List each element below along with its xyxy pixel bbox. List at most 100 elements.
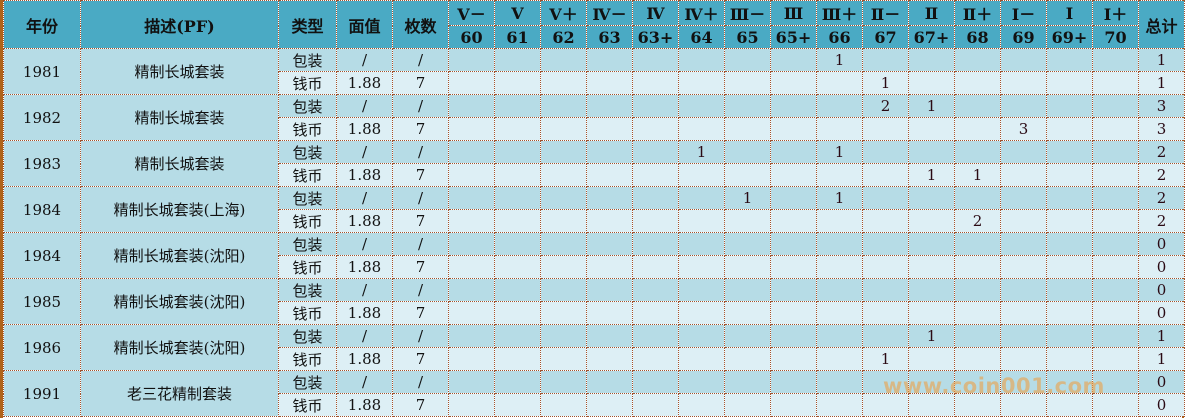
grade-cell <box>954 117 1001 141</box>
face-value-cell: 1.88 <box>336 347 393 371</box>
grade-cell <box>678 370 725 394</box>
grade-cell <box>724 232 771 256</box>
grade-cell <box>770 48 817 72</box>
grade-cell <box>494 94 541 118</box>
header-grade-roman: Ⅱ <box>908 0 955 26</box>
grade-cell <box>1046 71 1093 95</box>
grade-cell <box>1046 370 1093 394</box>
grade-cell: 1 <box>816 48 863 72</box>
grade-cell <box>540 301 587 325</box>
grade-cell <box>540 117 587 141</box>
grade-cell <box>724 278 771 302</box>
grade-cell <box>494 71 541 95</box>
grade-cell <box>448 186 495 210</box>
grade-cell <box>448 255 495 279</box>
count-cell: / <box>392 94 449 118</box>
grade-cell <box>862 393 909 417</box>
grade-cell <box>586 209 633 233</box>
grade-cell <box>954 370 1001 394</box>
description-cell: 精制长城套装(沈阳) <box>80 278 279 325</box>
total-cell: 0 <box>1138 370 1185 394</box>
face-value-cell: / <box>336 232 393 256</box>
grade-cell <box>586 186 633 210</box>
grade-cell <box>678 255 725 279</box>
grade-cell: 1 <box>724 186 771 210</box>
header-grade-roman: Ⅰ <box>1046 0 1093 26</box>
header-grade-score: 64 <box>678 25 725 49</box>
grade-cell <box>770 232 817 256</box>
table-row-coin: 钱币 1.88 7 1 1 <box>4 347 1185 371</box>
grade-cell <box>494 347 541 371</box>
grade-cell <box>1000 278 1047 302</box>
grade-cell: 1 <box>816 186 863 210</box>
table-row-pack: 1985 精制长城套装(沈阳) 包装 //0 <box>3 278 1185 325</box>
grade-cell <box>954 255 1001 279</box>
grade-cell <box>632 117 679 141</box>
year-cell: 1983 <box>3 140 81 187</box>
description-cell: 精制长城套装 <box>80 48 279 95</box>
grade-cell <box>1000 140 1047 164</box>
grade-cell <box>770 117 817 141</box>
total-cell: 0 <box>1138 232 1185 256</box>
description-cell: 精制长城套装(沈阳) <box>80 232 279 279</box>
header-grade-roman: Ⅳ＋ <box>678 0 725 26</box>
table-row-coin: 钱币 1.88 7 0 <box>4 255 1185 279</box>
description-cell: 精制长城套装(沈阳) <box>80 324 279 371</box>
header-year: 年份 <box>3 0 81 49</box>
type-cell: 钱币 <box>278 163 337 187</box>
grade-cell <box>540 324 587 348</box>
grade-cell <box>862 209 909 233</box>
grade-cell <box>816 232 863 256</box>
total-cell: 3 <box>1138 94 1185 118</box>
type-cell: 包装 <box>278 48 337 72</box>
grade-cell <box>908 117 955 141</box>
header-grade-score: 62 <box>540 25 587 49</box>
face-value-cell: / <box>336 278 393 302</box>
grade-cell <box>678 278 725 302</box>
table-row-coin: 钱币 1.88 7 1 1 2 <box>4 163 1185 187</box>
grade-cell <box>448 71 495 95</box>
count-cell: 7 <box>392 393 449 417</box>
grade-cell <box>586 71 633 95</box>
grade-cell <box>816 209 863 233</box>
year-cell: 1985 <box>3 278 81 325</box>
grade-cell <box>954 94 1001 118</box>
grade-cell <box>1000 232 1047 256</box>
table-row-coin: 钱币 1.88 7 1 1 <box>4 71 1185 95</box>
grade-cell <box>632 232 679 256</box>
grade-cell <box>1092 393 1139 417</box>
grade-cell <box>908 48 955 72</box>
count-cell: 7 <box>392 117 449 141</box>
grade-cell <box>1000 324 1047 348</box>
year-cell: 1984 <box>3 232 81 279</box>
header-count: 枚数 <box>392 0 449 49</box>
grade-cell <box>448 48 495 72</box>
header-grade-roman: Ⅲ＋ <box>816 0 863 26</box>
header-grade-score: 60 <box>448 25 495 49</box>
face-value-cell: 1.88 <box>336 163 393 187</box>
grade-cell <box>494 186 541 210</box>
face-value-cell: 1.88 <box>336 71 393 95</box>
grade-cell <box>678 163 725 187</box>
grade-cell <box>816 94 863 118</box>
grade-cell <box>540 232 587 256</box>
grade-cell: 1 <box>908 163 955 187</box>
type-cell: 钱币 <box>278 347 337 371</box>
grade-cell: 2 <box>862 94 909 118</box>
grade-cell <box>1092 140 1139 164</box>
type-cell: 钱币 <box>278 255 337 279</box>
table-row-coin: 钱币 1.88 7 3 3 <box>4 117 1185 141</box>
type-cell: 钱币 <box>278 301 337 325</box>
grade-cell <box>1000 347 1047 371</box>
grade-cell <box>448 209 495 233</box>
grade-cell <box>1000 186 1047 210</box>
grade-cell <box>862 232 909 256</box>
type-cell: 包装 <box>278 324 337 348</box>
table-body: 1981 精制长城套装 包装 //1 1 钱币 1.88 7 1 1 1982 精制长城套装 包装 //2… <box>3 48 1185 417</box>
grade-cell <box>908 278 955 302</box>
grade-cell <box>954 301 1001 325</box>
count-cell: 7 <box>392 209 449 233</box>
grade-cell <box>1046 393 1093 417</box>
grade-cell <box>724 301 771 325</box>
grade-cell <box>724 71 771 95</box>
